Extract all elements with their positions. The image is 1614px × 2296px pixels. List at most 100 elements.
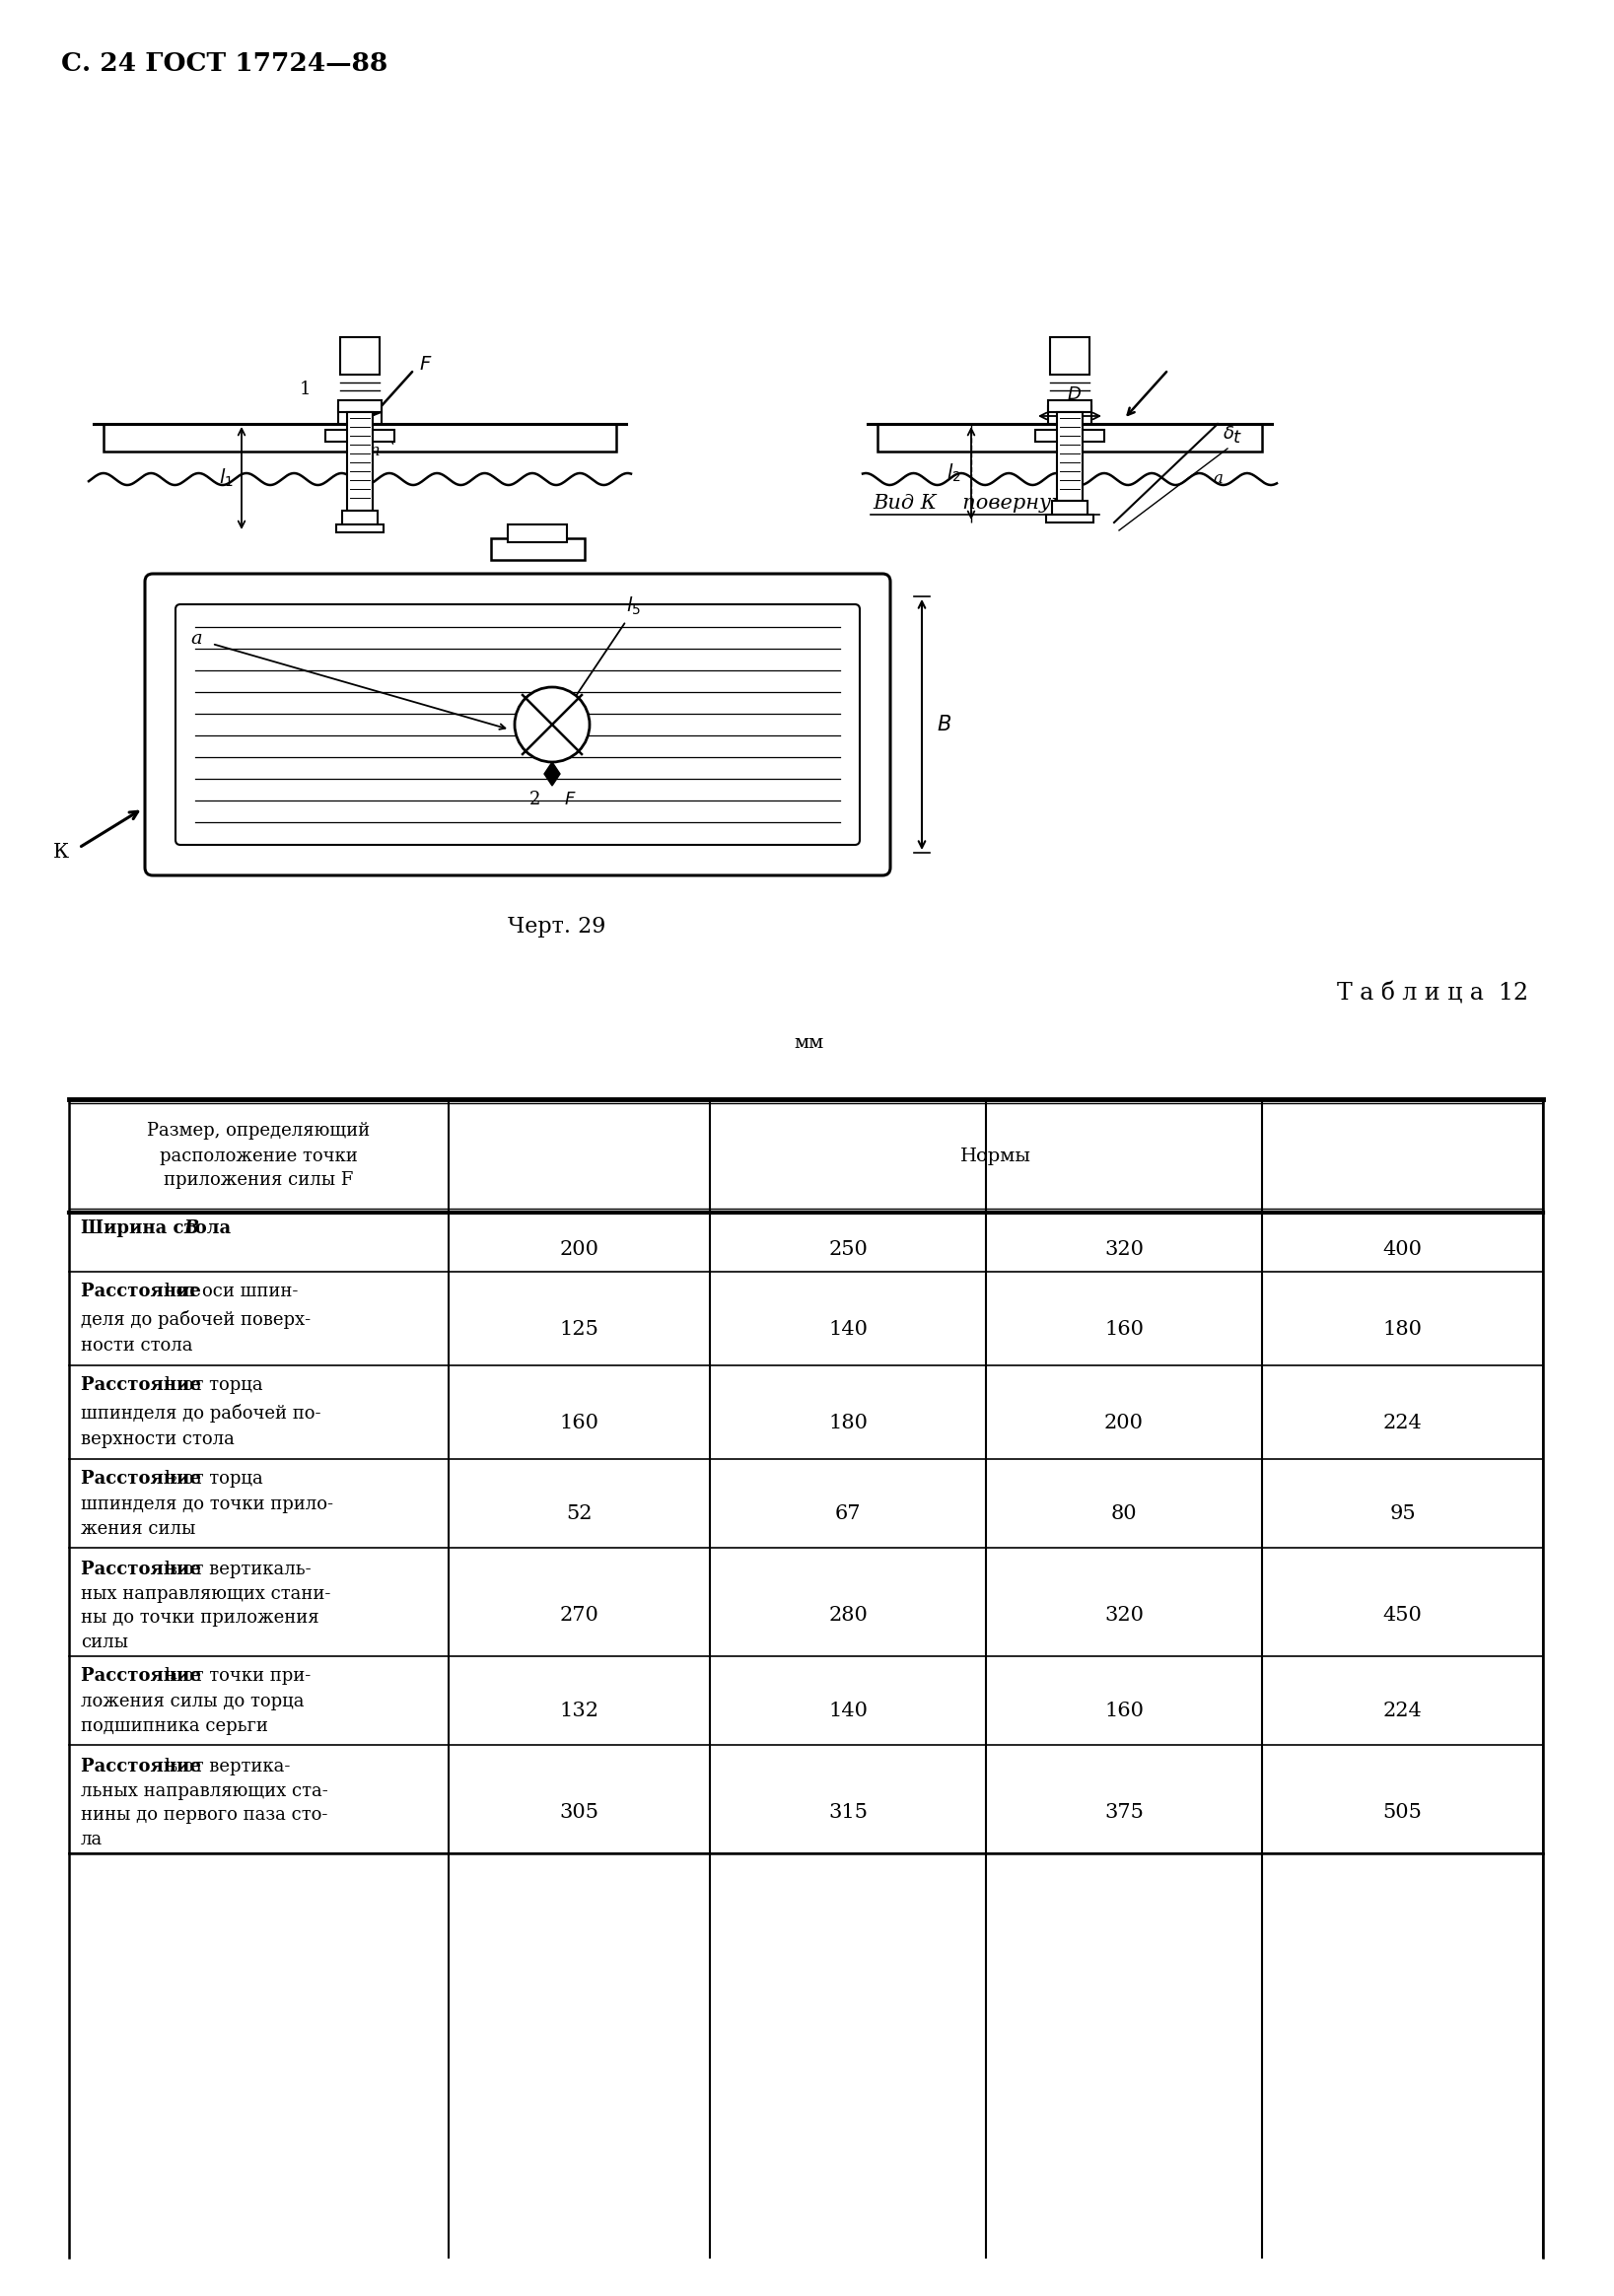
Text: l₁ от торца: l₁ от торца [165,1378,263,1394]
Text: l от оси шпин-: l от оси шпин- [165,1283,299,1302]
Text: $F$: $F$ [420,356,433,374]
Text: 224: 224 [1383,1701,1422,1720]
Text: 280: 280 [828,1605,868,1623]
Text: 52: 52 [567,1504,592,1525]
Bar [103,425,617,452]
FancyBboxPatch shape [176,604,860,845]
Text: 160: 160 [560,1414,599,1433]
Text: 375: 375 [1104,1802,1144,1821]
Text: 160: 160 [1104,1320,1144,1339]
Bar [1052,501,1088,514]
Text: 125: 125 [560,1320,599,1339]
Text: a: a [190,629,202,647]
Bar [339,406,381,425]
Text: $l_2$: $l_2$ [947,461,962,484]
Circle shape [515,687,589,762]
Text: Расстояние: Расстояние [81,1759,207,1775]
Text: l₄ от точки при-: l₄ от точки при- [165,1667,312,1685]
Text: $B$: $B$ [936,714,952,735]
Text: 140: 140 [828,1701,868,1720]
Text: 505: 505 [1383,1802,1422,1821]
Bar [339,400,381,411]
Text: l₂ от торца: l₂ от торца [165,1469,263,1488]
Text: 80: 80 [1110,1504,1138,1525]
Text: ных направляющих стани-: ных направляющих стани- [81,1584,331,1603]
Text: $\delta$: $\delta$ [1222,425,1235,443]
Text: 160: 160 [1104,1701,1144,1720]
Text: мм: мм [794,1033,823,1052]
Bar [1047,400,1091,411]
Text: Расстояние: Расстояние [81,1378,207,1394]
Bar [336,523,384,533]
Text: 67: 67 [834,1504,860,1525]
Text: 250: 250 [828,1240,868,1258]
Text: B: B [184,1219,199,1238]
Bar [1057,411,1083,501]
Text: 95: 95 [1390,1504,1415,1525]
Text: Расстояние: Расстояние [81,1469,207,1488]
Text: шпинделя до рабочей по-: шпинделя до рабочей по- [81,1403,321,1421]
Text: 140: 140 [828,1320,868,1339]
Text: $t$: $t$ [1233,429,1241,448]
Bar [341,338,379,374]
Text: ны до точки приложения: ны до точки приложения [81,1609,320,1626]
Text: 305: 305 [560,1802,599,1821]
Text: шпинделя до точки прило-: шпинделя до точки прило- [81,1495,332,1513]
Bar [491,537,584,560]
Text: n: n [370,443,379,459]
Text: $F$: $F$ [563,790,576,808]
Text: 320: 320 [1104,1605,1144,1623]
Text: Черт. 29: Черт. 29 [508,916,605,937]
Text: верхности стола: верхности стола [81,1430,234,1449]
Bar [342,510,378,523]
Polygon shape [544,762,560,785]
Bar [1051,338,1089,374]
Text: деля до рабочей поверх-: деля до рабочей поверх- [81,1309,312,1329]
Text: $l_5$: $l_5$ [626,595,641,618]
Text: 1: 1 [300,381,312,397]
Text: С. 24 ГОСТ 17724—88: С. 24 ГОСТ 17724—88 [61,51,387,76]
Text: Размер, определяющий
расположение точки
приложения силы F: Размер, определяющий расположение точки … [147,1123,370,1189]
Text: 2: 2 [529,790,541,808]
Text: 400: 400 [1383,1240,1422,1258]
Text: 180: 180 [1383,1320,1422,1339]
Bar [347,411,373,510]
Text: нины до первого паза сто-: нины до первого паза сто- [81,1807,328,1823]
Text: l₃ от вертикаль-: l₃ от вертикаль- [165,1561,312,1580]
Text: l₅ от вертика-: l₅ от вертика- [165,1759,291,1775]
Text: 224: 224 [1383,1414,1422,1433]
Bar [1035,429,1104,441]
Bar [508,523,567,542]
Text: ности стола: ности стола [81,1336,192,1355]
Text: Ширина стола: Ширина стола [81,1219,237,1238]
Text: 320: 320 [1104,1240,1144,1258]
Text: К: К [53,843,69,861]
Text: льных направляющих ста-: льных направляющих ста- [81,1782,328,1800]
Text: Вид К: Вид К [873,494,936,512]
Text: силы: силы [81,1632,128,1651]
Text: 270: 270 [560,1605,599,1623]
FancyBboxPatch shape [145,574,891,875]
Text: Расстояние: Расстояние [81,1667,207,1685]
Text: $D$: $D$ [1067,386,1081,404]
Text: a: a [1212,471,1222,487]
Text: ла: ла [81,1830,103,1848]
Text: 180: 180 [828,1414,868,1433]
Text: Нормы: Нормы [960,1148,1031,1164]
Text: 315: 315 [828,1802,868,1821]
Text: жения силы: жения силы [81,1520,195,1538]
Text: повернуто: повернуто [949,494,1083,512]
Text: 200: 200 [1104,1414,1144,1433]
Text: 200: 200 [560,1240,599,1258]
Text: 132: 132 [560,1701,599,1720]
Bar [326,429,394,441]
Text: 450: 450 [1383,1605,1422,1623]
Text: Т а б л и ц а  12: Т а б л и ц а 12 [1336,983,1528,1006]
Text: подшипника серьги: подшипника серьги [81,1717,268,1736]
Text: ложения силы до торца: ложения силы до торца [81,1692,303,1711]
Bar [1046,514,1093,523]
Bar [1047,406,1091,425]
Text: Расстояние: Расстояние [81,1561,207,1580]
Bar [878,425,1262,452]
Text: Расстояние: Расстояние [81,1283,207,1302]
